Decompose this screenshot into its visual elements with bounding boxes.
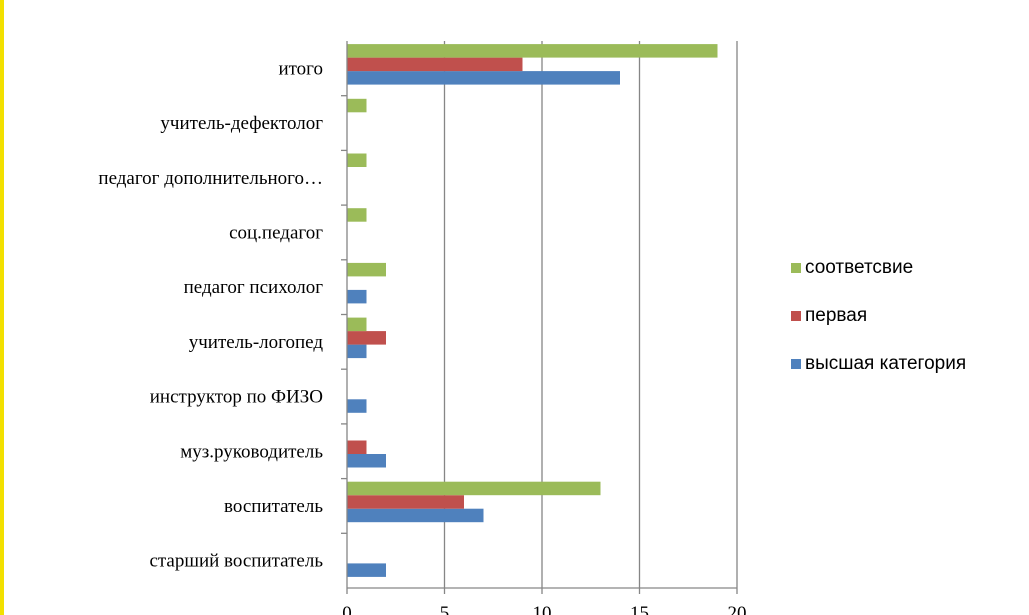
bar [347, 208, 367, 222]
bar [347, 508, 484, 523]
bar [347, 440, 367, 454]
category-label: итого [278, 58, 323, 79]
bar [347, 495, 464, 509]
legend-swatch [791, 359, 801, 369]
x-tick-label: 0 [342, 603, 352, 615]
x-tick-labels: 0 5 10 15 20 [342, 603, 746, 615]
bar [347, 344, 367, 359]
category-label: учитель-логопед [189, 332, 324, 353]
bar [347, 57, 523, 72]
legend-label: первая [805, 305, 867, 326]
category-label: воспитатель [224, 496, 323, 517]
legend: соответсвие первая высшая категория [791, 257, 966, 374]
bar [347, 98, 367, 113]
legend-label: соответсвие [805, 257, 913, 278]
x-tick-label: 5 [440, 603, 450, 615]
bar-chart: старший воспитатель воспитатель муз.руково… [98, 41, 966, 615]
bars [347, 44, 718, 577]
bar [347, 331, 386, 345]
x-tick-label: 20 [728, 603, 747, 615]
bar [347, 71, 620, 85]
legend-label: высшая категория [805, 353, 966, 374]
bar [347, 563, 386, 577]
bar [347, 44, 718, 58]
x-tick-label: 15 [630, 603, 649, 615]
category-label: инструктор по ФИЗО [150, 387, 323, 408]
category-label: муз.руководитель [180, 441, 323, 462]
x-tick-label: 10 [533, 603, 552, 615]
bar [347, 153, 367, 167]
axes [341, 41, 738, 594]
bar [347, 454, 386, 468]
bar [347, 399, 367, 413]
bar [347, 289, 367, 304]
gridlines [443, 41, 738, 588]
category-labels: старший воспитатель воспитатель муз.руково… [98, 58, 323, 571]
legend-swatch [791, 263, 801, 273]
category-label: соц.педагог [229, 222, 323, 243]
category-label: педагог дополнительного… [98, 168, 323, 189]
category-label: педагог психолог [184, 277, 324, 298]
bar [347, 317, 367, 332]
bar [347, 481, 601, 496]
category-label: учитель-дефектолог [160, 113, 323, 134]
legend-swatch [791, 311, 801, 321]
bar [347, 262, 386, 277]
category-label: старший воспитатель [149, 551, 323, 572]
